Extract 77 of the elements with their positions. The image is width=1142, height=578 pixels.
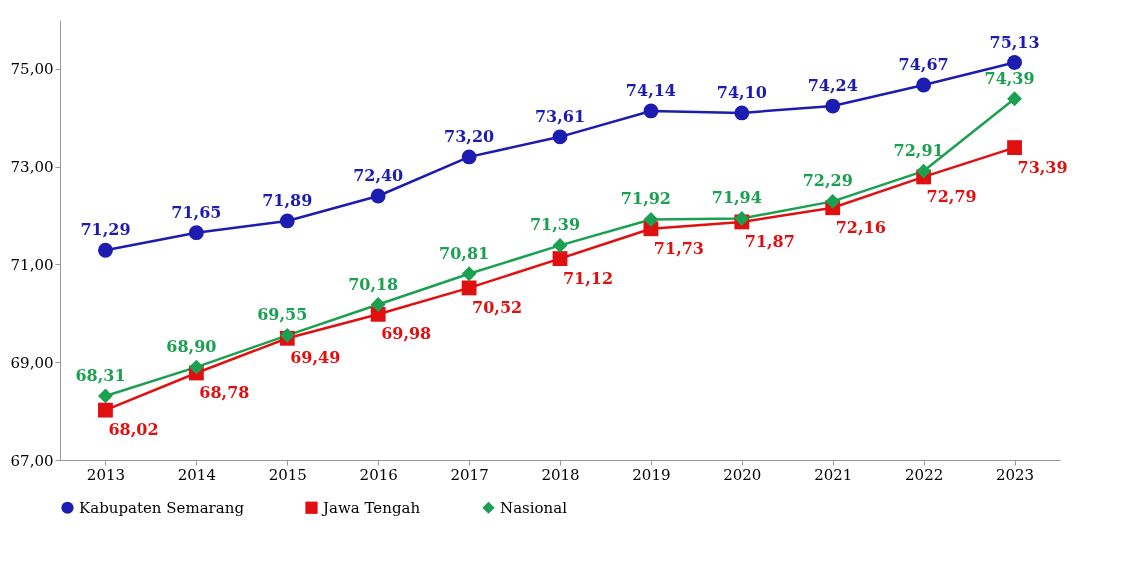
data-label: 72,29 [802,171,853,191]
legend-label: Kabupaten Semarang [79,498,245,517]
data-label: 71,89 [262,190,313,210]
point [734,211,750,226]
data-label: 73,20 [444,126,495,146]
point [188,359,204,375]
x-tick-label: 2018 [541,465,580,484]
point [1007,55,1022,70]
point [643,212,659,227]
point [461,149,477,165]
point [552,129,568,145]
y-tick-label: 67,00 [10,451,54,470]
point [552,237,568,253]
data-label: 73,39 [1017,157,1068,177]
data-label: 71,73 [653,238,704,258]
x-tick-label: 2014 [177,465,216,484]
data-label: 74,14 [625,80,676,100]
x-tick-label: 2022 [905,465,944,484]
data-label: 70,81 [439,243,490,263]
data-label: 69,49 [290,348,341,368]
data-label: 68,31 [75,365,126,385]
data-label: 72,79 [926,186,977,206]
data-label: 69,98 [381,324,432,344]
point [188,225,204,241]
point [98,402,113,418]
x-tick-label: 2015 [268,465,307,484]
x-tick-label: 2016 [359,465,398,484]
point [916,163,932,179]
data-label: 71,65 [171,202,222,222]
point [461,266,477,282]
data-label: 68,02 [108,420,159,440]
data-label: 71,39 [529,215,581,235]
data-label: 74,10 [716,82,767,102]
point [643,103,659,119]
y-tick-label: 69,00 [10,353,54,372]
y-tick-label: 71,00 [10,255,54,274]
data-label: 74,39 [984,68,1035,88]
data-label: 71,12 [562,268,614,288]
point [552,251,568,266]
point [916,77,932,93]
data-label: 71,87 [744,231,795,251]
data-label: 71,92 [620,189,671,209]
point [370,297,386,312]
data-label: 70,18 [348,274,399,294]
data-label: 74,67 [898,55,949,75]
data-label: 69,55 [257,305,308,325]
point [1007,140,1022,156]
data-label: 71,94 [711,188,762,208]
x-tick-label: 2021 [814,465,853,484]
point [825,193,841,209]
point [370,188,386,204]
data-label: 71,29 [80,220,131,240]
point [1007,91,1022,107]
data-label: 72,91 [893,141,944,161]
legend-label: Jawa Tengah [321,498,421,517]
point [734,105,750,121]
point [279,213,295,229]
y-tick-label: 75,00 [10,60,54,79]
x-tick-label: 2020 [723,465,762,484]
x-tick-label: 2019 [632,465,671,484]
point [98,388,113,404]
point [825,98,841,114]
data-label: 72,40 [353,166,404,185]
x-tick-label: 2017 [450,465,489,484]
point [461,280,477,296]
data-label: 70,52 [472,297,523,317]
data-label: 72,16 [835,217,886,237]
legend-label: Nasional [500,498,568,517]
x-tick-label: 2013 [86,465,126,484]
data-label: 74,24 [807,76,858,96]
y-tick-label: 73,00 [10,158,54,177]
point [98,242,113,258]
x-tick-label: 2023 [995,465,1035,484]
data-label: 68,90 [166,337,217,357]
data-label: 68,78 [199,382,250,402]
data-label: 73,61 [534,106,586,126]
data-label: 75,13 [989,32,1040,52]
